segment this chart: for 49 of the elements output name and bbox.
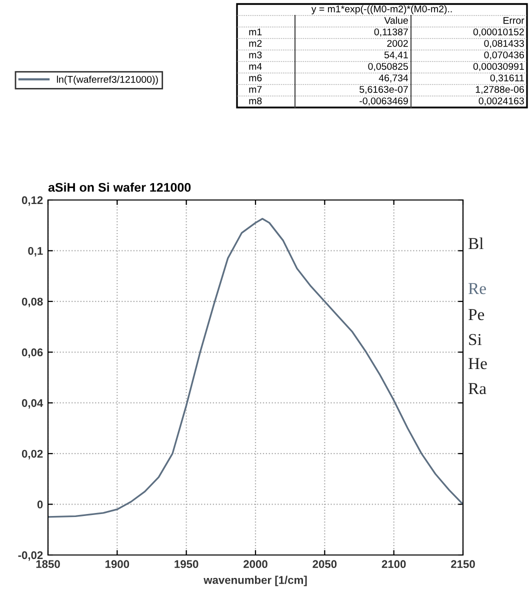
x-tick-label: 1900 bbox=[106, 560, 130, 568]
legend-label: ln(T(waferref3/121000)) bbox=[57, 76, 158, 85]
y-tick-label: 0,02 bbox=[22, 450, 43, 460]
text: Error bbox=[504, 17, 524, 24]
x-tick-label: 2100 bbox=[382, 560, 406, 568]
text: Bl bbox=[468, 237, 484, 250]
x-tick-label: 2000 bbox=[244, 560, 268, 568]
text: 0,070436 bbox=[484, 51, 524, 60]
text: 0,081433 bbox=[484, 40, 524, 48]
y-tick-label: 0,06 bbox=[22, 348, 43, 358]
text: He bbox=[468, 358, 487, 370]
text: 0,11387 bbox=[374, 28, 408, 37]
y-tick-label: 0 bbox=[37, 500, 43, 508]
x-tick-label: 1850 bbox=[36, 560, 60, 568]
text: Value bbox=[384, 16, 408, 24]
text: y = m1*exp(-((M0-m2)*(M0-m2).. bbox=[311, 5, 452, 14]
text: m6 bbox=[249, 74, 262, 82]
text: 2002 bbox=[387, 40, 408, 47]
text: 0,31611 bbox=[490, 74, 524, 83]
text: 5,6163e-07 bbox=[360, 86, 408, 94]
text: 0,0024163 bbox=[478, 97, 524, 106]
chart-title: aSiH on Si wafer 121000 bbox=[48, 182, 191, 192]
text: 0,00030991 bbox=[473, 62, 524, 72]
y-tick-label: 0,1 bbox=[28, 246, 43, 256]
text: m1 bbox=[249, 28, 262, 36]
line-series bbox=[48, 218, 463, 518]
x-axis-title: wavenumber [1/cm] bbox=[204, 576, 307, 586]
y-tick-label: 0,08 bbox=[22, 298, 43, 308]
text: -0,0063469 bbox=[360, 97, 408, 106]
text: m3 bbox=[249, 51, 262, 58]
y-tick-label: 0,04 bbox=[22, 399, 44, 409]
text: m4 bbox=[249, 63, 262, 70]
text: 0,050825 bbox=[368, 62, 408, 72]
text: Si bbox=[469, 334, 482, 346]
text: m7 bbox=[249, 86, 262, 93]
text: 54,41 bbox=[384, 52, 408, 60]
text: m2 bbox=[249, 40, 262, 47]
text: m8 bbox=[249, 97, 262, 104]
text: 1,2788e-06 bbox=[476, 86, 524, 94]
text: 0,00010152 bbox=[473, 28, 524, 37]
y-tick-label: 0,12 bbox=[22, 196, 43, 206]
text: Re bbox=[468, 283, 486, 294]
x-tick-label: 2150 bbox=[451, 560, 475, 568]
text: Pe bbox=[468, 309, 484, 320]
x-tick-label: 2050 bbox=[312, 560, 337, 568]
text: Ra bbox=[468, 383, 486, 394]
x-tick-label: 1950 bbox=[174, 560, 198, 568]
y-tick-label: -0,02 bbox=[18, 551, 43, 561]
text: 46,734 bbox=[378, 74, 408, 83]
